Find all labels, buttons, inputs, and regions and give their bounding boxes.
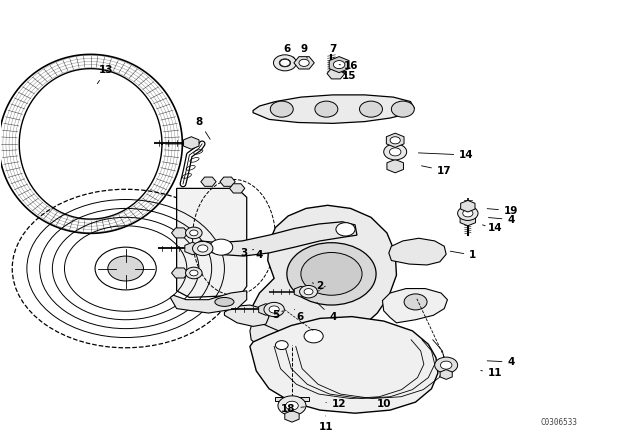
Polygon shape (440, 370, 452, 379)
Polygon shape (383, 289, 447, 323)
Polygon shape (294, 56, 314, 69)
Polygon shape (185, 242, 200, 255)
Text: 8: 8 (195, 116, 210, 139)
Circle shape (458, 206, 478, 220)
Text: 14: 14 (419, 150, 474, 160)
Circle shape (198, 245, 208, 252)
Text: 2: 2 (312, 281, 324, 291)
Polygon shape (220, 177, 236, 186)
Polygon shape (177, 188, 246, 297)
Text: 4: 4 (488, 215, 515, 224)
Polygon shape (389, 238, 446, 265)
Circle shape (287, 243, 376, 305)
Polygon shape (201, 177, 216, 186)
Polygon shape (327, 68, 345, 79)
Circle shape (280, 59, 290, 66)
Text: 1: 1 (450, 250, 477, 260)
Polygon shape (170, 291, 246, 313)
Polygon shape (387, 133, 404, 147)
Text: 5: 5 (272, 310, 283, 320)
Circle shape (186, 227, 202, 239)
Text: 4: 4 (487, 357, 515, 367)
Polygon shape (294, 286, 307, 297)
Circle shape (186, 267, 202, 279)
Circle shape (299, 59, 309, 66)
Ellipse shape (215, 297, 234, 306)
Text: 3: 3 (240, 248, 253, 258)
Circle shape (273, 55, 296, 71)
Text: 12: 12 (326, 399, 346, 409)
Text: 11: 11 (481, 368, 502, 378)
Polygon shape (275, 397, 308, 401)
Circle shape (300, 285, 317, 298)
Text: 6: 6 (294, 310, 303, 323)
Polygon shape (196, 222, 357, 256)
Text: 15: 15 (341, 71, 356, 81)
Circle shape (440, 361, 452, 369)
Circle shape (384, 144, 406, 160)
Text: 11: 11 (319, 416, 333, 431)
Text: 4: 4 (317, 302, 337, 323)
Text: 6: 6 (284, 44, 294, 58)
Polygon shape (250, 320, 307, 349)
Circle shape (275, 340, 288, 349)
Circle shape (269, 306, 279, 313)
Circle shape (108, 256, 143, 281)
Text: 10: 10 (376, 399, 391, 409)
Polygon shape (253, 95, 414, 123)
Text: 17: 17 (422, 166, 452, 176)
Polygon shape (329, 56, 349, 73)
Circle shape (390, 137, 400, 144)
Text: 9: 9 (301, 44, 308, 58)
Circle shape (210, 239, 233, 255)
Circle shape (336, 223, 355, 236)
Polygon shape (387, 159, 403, 173)
Circle shape (463, 210, 473, 217)
Polygon shape (253, 205, 396, 343)
Circle shape (264, 302, 284, 317)
Circle shape (278, 396, 306, 415)
Polygon shape (172, 228, 188, 238)
Circle shape (304, 289, 313, 295)
Polygon shape (460, 213, 476, 226)
Circle shape (189, 230, 198, 236)
Text: 7: 7 (329, 44, 337, 58)
Polygon shape (461, 200, 475, 212)
Circle shape (285, 401, 298, 410)
Circle shape (279, 59, 291, 67)
Circle shape (392, 101, 414, 117)
Text: 19: 19 (487, 206, 518, 215)
Polygon shape (225, 305, 269, 327)
Circle shape (404, 294, 427, 310)
Text: 18: 18 (281, 404, 305, 414)
Polygon shape (250, 317, 438, 413)
Text: 4: 4 (256, 250, 263, 260)
Polygon shape (230, 184, 245, 193)
Text: 16: 16 (339, 61, 358, 71)
Circle shape (189, 270, 198, 276)
Text: 13: 13 (97, 65, 114, 84)
Circle shape (360, 101, 383, 117)
Polygon shape (184, 137, 199, 149)
Text: 14: 14 (483, 224, 502, 233)
Circle shape (435, 357, 458, 373)
Circle shape (333, 60, 345, 69)
Circle shape (193, 241, 213, 256)
Circle shape (304, 330, 323, 343)
Polygon shape (285, 410, 299, 422)
Circle shape (315, 101, 338, 117)
Polygon shape (259, 304, 273, 315)
Text: C0306533: C0306533 (540, 418, 577, 426)
Circle shape (301, 253, 362, 295)
Circle shape (390, 148, 401, 156)
Circle shape (270, 101, 293, 117)
Polygon shape (172, 268, 188, 278)
